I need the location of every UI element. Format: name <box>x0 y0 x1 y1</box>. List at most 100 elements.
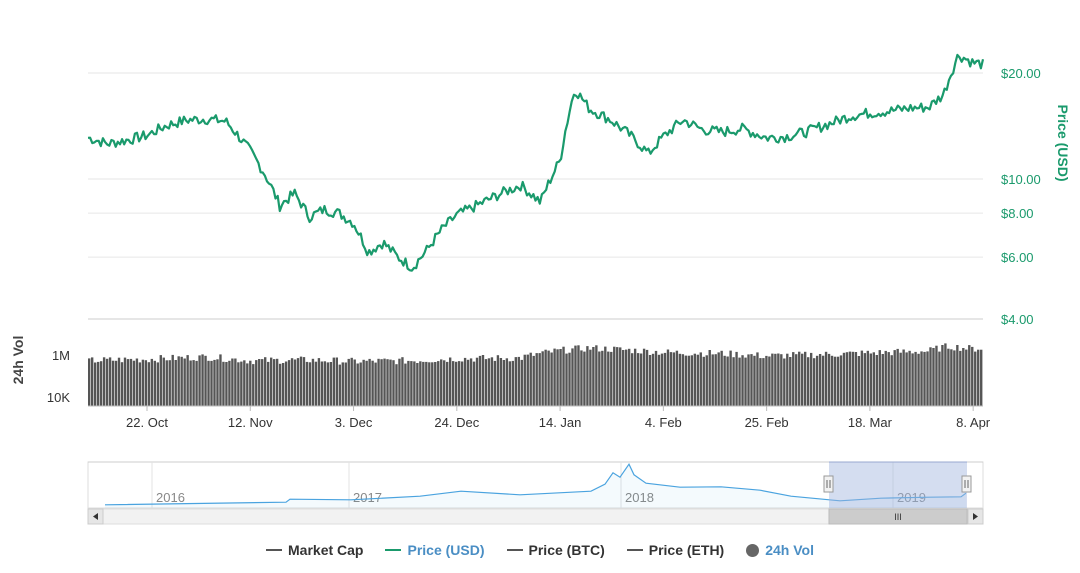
volume-bar <box>920 351 923 406</box>
volume-bar <box>639 353 643 406</box>
volume-bar <box>911 353 914 406</box>
volume-bar <box>311 358 315 406</box>
volume-bar <box>675 350 679 406</box>
navigator-right-handle[interactable] <box>961 475 972 493</box>
legend-line-symbol <box>266 549 283 551</box>
volume-bar <box>180 356 183 406</box>
volume-bar <box>857 356 861 406</box>
volume-bar <box>481 355 485 406</box>
volume-bar <box>541 351 544 406</box>
volume-bar <box>290 358 294 406</box>
navigator[interactable]: 2016 2017 2018 2019 <box>87 461 984 509</box>
volume-bar <box>550 352 553 406</box>
navigator-selected-range[interactable] <box>829 462 967 508</box>
volume-bar <box>272 359 276 406</box>
legend-label: Price (USD) <box>407 542 485 558</box>
legend-item-market-cap[interactable]: Market Cap <box>266 542 363 558</box>
volume-bar <box>592 347 595 406</box>
volume-bar <box>756 352 759 406</box>
volume-bar <box>663 352 667 406</box>
volume-bar <box>941 345 944 406</box>
volume-bar <box>622 350 625 406</box>
price-tick-label: $20.00 <box>1001 66 1041 81</box>
volume-bar <box>329 362 333 406</box>
volume-bar <box>141 359 145 406</box>
price-usd-line[interactable] <box>87 53 985 272</box>
volume-bar <box>484 359 488 406</box>
volume-bar <box>714 354 717 406</box>
volume-bar <box>681 354 685 406</box>
volume-bar <box>475 357 479 406</box>
volume-bar <box>666 349 670 406</box>
volume-bar <box>162 357 165 406</box>
volume-bar <box>258 359 261 406</box>
volume-bar <box>99 361 103 406</box>
legend-label: Price (BTC) <box>528 542 605 558</box>
volume-bar <box>344 362 347 406</box>
volume-bar <box>595 345 598 406</box>
volume-bar <box>252 364 255 406</box>
legend-item-24h-vol[interactable]: 24h Vol <box>746 542 814 558</box>
x-tick-label: 3. Dec <box>335 415 373 430</box>
volume-bar <box>320 361 324 406</box>
scrollbar[interactable]: III <box>87 508 984 525</box>
navigator-year-label: 2017 <box>353 490 382 505</box>
legend-item-price-eth[interactable]: Price (ETH) <box>626 542 724 558</box>
volume-bar <box>717 352 720 406</box>
volume-bar <box>216 359 219 406</box>
volume-bar <box>428 362 431 406</box>
volume-bar <box>434 362 437 406</box>
volume-bar <box>243 360 246 406</box>
volume-bar <box>765 355 768 406</box>
volume-bar <box>812 358 816 406</box>
volume-bar <box>526 354 529 406</box>
volume-bar <box>598 351 601 406</box>
volume-bar <box>571 348 574 406</box>
volume-bar <box>451 361 455 406</box>
scrollbar-thumb[interactable] <box>828 508 968 525</box>
volume-bar <box>237 362 240 406</box>
volume-bar <box>881 354 884 406</box>
navigator-left-handle[interactable] <box>823 475 834 493</box>
volume-bar <box>962 348 965 406</box>
volume-bar <box>565 353 568 406</box>
volume-bar <box>804 351 807 406</box>
legend-item-price-usd[interactable]: Price (USD) <box>385 542 485 558</box>
volume-bar <box>866 350 870 406</box>
volume-bar <box>132 360 136 406</box>
volume-bar <box>201 354 204 406</box>
volume-bar <box>177 356 180 406</box>
volume-bar <box>890 355 893 406</box>
legend-item-price-btc[interactable]: Price (BTC) <box>506 542 605 558</box>
volume-bar <box>413 361 416 406</box>
volume-bar <box>165 360 168 406</box>
scrollbar-right-button[interactable] <box>967 508 984 525</box>
chart-legend: Market Cap Price (USD) Price (BTC) Price… <box>0 538 1080 562</box>
volume-bar <box>887 352 890 406</box>
volume-bar <box>824 351 828 406</box>
scrollbar-grip[interactable]: III <box>894 512 902 522</box>
volume-bar <box>299 356 303 406</box>
volume-bar <box>633 348 637 406</box>
volume-bar <box>123 357 127 406</box>
volume-bar <box>88 358 91 406</box>
volume-bar <box>356 363 359 406</box>
volume-bar <box>642 348 646 406</box>
price-tick-label: $6.00 <box>1001 250 1034 265</box>
volume-bar <box>848 351 852 406</box>
scrollbar-left-button[interactable] <box>87 508 104 525</box>
legend-line-symbol <box>385 549 402 551</box>
volume-bar <box>938 351 941 406</box>
volume-bar <box>362 359 365 406</box>
volume-bar <box>275 358 279 406</box>
volume-bar <box>520 359 523 406</box>
volume-bar <box>821 355 825 406</box>
volume-bar <box>586 346 589 406</box>
volume-bar <box>950 349 953 406</box>
volume-bar <box>923 351 926 406</box>
volume-bar <box>153 360 157 406</box>
volume-bar <box>419 361 422 406</box>
volume-bar <box>407 360 410 406</box>
volume-bar <box>899 352 902 406</box>
